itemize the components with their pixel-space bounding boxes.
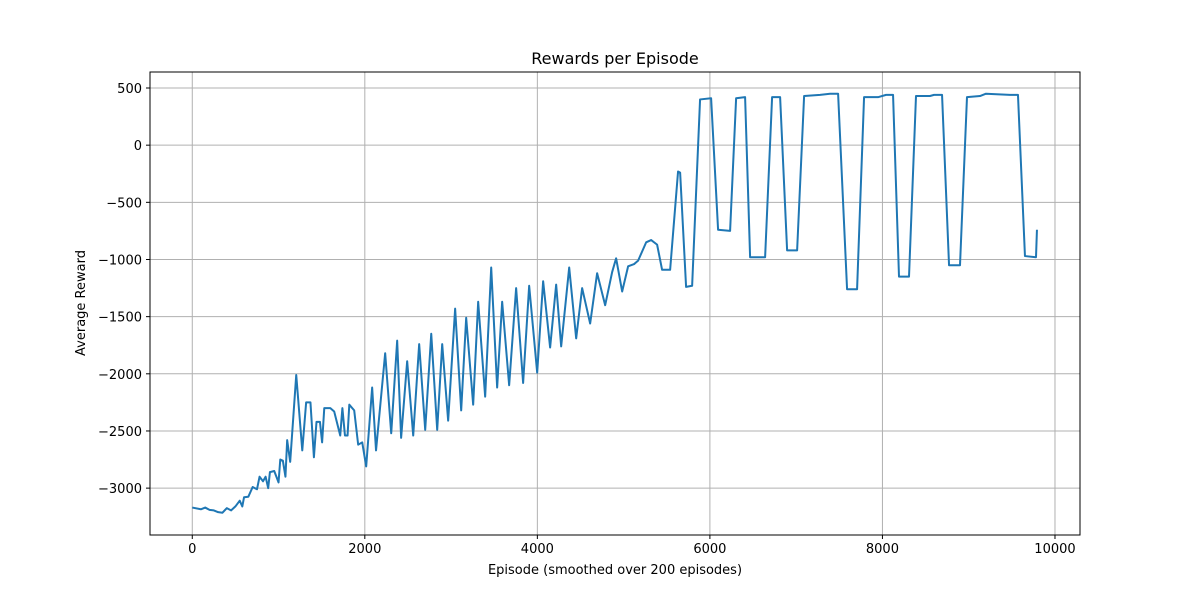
x-tick-label: 6000 <box>693 542 726 557</box>
x-tick-label: 0 <box>188 542 196 557</box>
x-tick-label: 10000 <box>1034 542 1075 557</box>
x-tick-label: 4000 <box>521 542 554 557</box>
y-tick-label: 0 <box>134 139 142 154</box>
y-tick-label: 500 <box>117 82 142 97</box>
x-axis-label: Episode (smoothed over 200 episodes) <box>488 563 742 578</box>
chart-title: Rewards per Episode <box>531 49 699 68</box>
y-axis-label: Average Reward <box>74 250 89 356</box>
x-tick-label: 2000 <box>348 542 381 557</box>
y-tick-label: −1000 <box>98 253 142 268</box>
plot-frame <box>149 71 1081 536</box>
y-tick-label: −3000 <box>98 482 142 497</box>
x-tick-label: 8000 <box>866 542 899 557</box>
y-tick-label: −2500 <box>98 425 142 440</box>
line <box>192 92 1038 514</box>
y-tick-label: −500 <box>106 196 142 211</box>
y-tick-label: −1500 <box>98 311 142 326</box>
y-tick-label: −2000 <box>98 368 142 383</box>
